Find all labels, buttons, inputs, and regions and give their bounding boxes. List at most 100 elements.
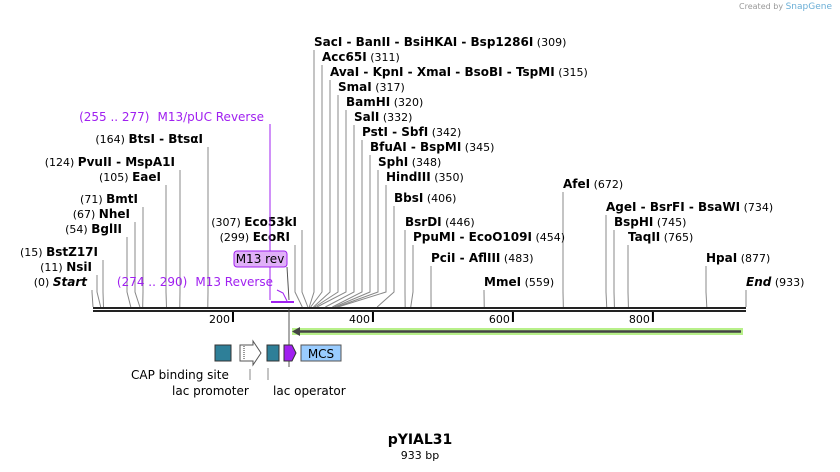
enzyme-label[interactable]: TaqII (765) <box>628 230 693 244</box>
enzyme-label[interactable]: BspHI (745) <box>614 215 686 229</box>
enzyme-label[interactable]: BsrDI (446) <box>405 215 475 229</box>
enzyme-label[interactable]: BfuAI - BspMI (345) <box>370 140 494 154</box>
cut-site-line <box>705 266 708 308</box>
orf-arrowhead-icon <box>292 327 300 336</box>
cut-position: (454) <box>535 231 565 244</box>
enzyme-label[interactable]: (67) NheI <box>73 207 130 221</box>
enzyme-label[interactable]: SphI (348) <box>378 155 441 169</box>
primer-name: M13/pUC Reverse <box>158 110 265 124</box>
cut-position: (765) <box>664 231 694 244</box>
primer-box-label: M13 rev <box>236 252 285 266</box>
enzyme-label[interactable]: (124) PvuII - MspA1I <box>45 155 175 169</box>
enzyme-name: MmeI <box>484 275 521 289</box>
cut-position: (672) <box>594 178 624 191</box>
primer-line <box>276 289 288 302</box>
enzyme-label[interactable]: BamHI (320) <box>346 95 423 109</box>
cut-position: (105) <box>99 171 129 184</box>
enzyme-name: HpaI <box>706 251 737 265</box>
enzyme-label[interactable]: (164) BtsI - BtsαI <box>95 132 203 146</box>
tick-label: 600 <box>489 313 510 326</box>
cut-site-line <box>605 215 608 308</box>
cut-site-line <box>325 125 355 308</box>
cut-position: (299) <box>220 231 250 244</box>
enzyme-label[interactable]: BbsI (406) <box>394 191 456 205</box>
enzyme-name: BfuAI - BspMI <box>370 140 461 154</box>
primer-label[interactable]: (274 .. 290) M13 Reverse <box>117 275 273 289</box>
cut-position: (15) <box>20 246 43 259</box>
mcs-label: MCS <box>308 347 334 361</box>
enzyme-label[interactable]: (11) NsiI <box>40 260 92 274</box>
enzyme-name: PciI - AflIII <box>431 251 500 265</box>
cut-site-line <box>308 50 315 308</box>
lac-operator-feature[interactable] <box>266 344 280 362</box>
cut-site-line <box>334 155 371 308</box>
enzyme-label[interactable]: HpaI (877) <box>706 251 770 265</box>
enzyme-name: BspHI <box>614 215 653 229</box>
enzyme-name: EcoRI <box>253 230 290 244</box>
cut-position: (71) <box>80 193 103 206</box>
primer-range: (274 .. 290) <box>117 275 187 289</box>
cut-site-line <box>91 290 94 308</box>
cut-site-line <box>313 80 331 308</box>
enzyme-label[interactable]: SalI (332) <box>354 110 412 124</box>
cut-position: (446) <box>445 216 475 229</box>
cut-site-line <box>126 237 132 308</box>
enzyme-label[interactable]: Acc65I (311) <box>322 50 400 64</box>
cut-position: (345) <box>465 141 495 154</box>
primer-feature-arrow[interactable] <box>283 344 297 362</box>
cut-site-line <box>316 110 347 308</box>
enzyme-name: EaeI <box>132 170 161 184</box>
enzyme-name: BamHI <box>346 95 390 109</box>
enzyme-label[interactable]: (54) BglII <box>65 222 122 236</box>
enzyme-label[interactable]: SacI - BanII - BsiHKAI - Bsp1286I (309) <box>314 35 566 49</box>
enzyme-name: Eco53kI <box>244 215 297 229</box>
enzyme-name: SalI <box>354 110 379 124</box>
cut-position: (332) <box>383 111 413 124</box>
primer-line <box>286 266 290 301</box>
enzyme-name: End <box>746 275 772 289</box>
enzyme-label[interactable]: SmaI (317) <box>338 80 405 94</box>
primer-label[interactable]: (255 .. 277) M13/pUC Reverse <box>79 110 264 124</box>
cut-position: (350) <box>434 171 464 184</box>
enzyme-name: TaqII <box>628 230 660 244</box>
enzyme-label[interactable]: End (933) <box>746 275 804 289</box>
enzyme-label[interactable]: (15) BstZ17I <box>20 245 98 259</box>
enzyme-name: BbsI <box>394 191 423 205</box>
primer-name: M13 Reverse <box>195 275 273 289</box>
enzyme-label[interactable]: (71) BmtI <box>80 192 138 206</box>
enzyme-name: SmaI <box>338 80 372 94</box>
enzyme-label[interactable]: MmeI (559) <box>484 275 554 289</box>
enzyme-name: PpuMI - EcoO109I <box>413 230 532 244</box>
plasmid-length: 933 bp <box>400 449 440 462</box>
enzyme-label[interactable]: (0) Start <box>34 275 88 289</box>
enzyme-label[interactable]: PstI - SbfI (342) <box>362 125 461 139</box>
cut-site-line <box>301 230 309 308</box>
credit: Created by SnapGene <box>739 2 832 12</box>
cut-position: (54) <box>65 223 88 236</box>
enzyme-label[interactable]: HindIII (350) <box>386 170 464 184</box>
cut-position: (342) <box>432 126 462 139</box>
cut-position: (877) <box>741 252 771 265</box>
cut-site-line <box>314 95 339 308</box>
enzyme-name: PvuII - MspA1I <box>78 155 175 169</box>
enzyme-label[interactable]: PpuMI - EcoO109I (454) <box>413 230 565 244</box>
m13-rev-primer-box[interactable] <box>233 250 288 268</box>
cut-position: (933) <box>775 276 805 289</box>
cap-binding-site-feature[interactable] <box>214 344 232 362</box>
cut-position: (67) <box>73 208 96 221</box>
enzyme-label[interactable]: PciI - AflIII (483) <box>431 251 534 265</box>
promoter-label: lac promoter <box>172 384 249 398</box>
enzyme-label[interactable]: AgeI - BsrFI - BsaWI (734) <box>606 200 773 214</box>
mcs-feature[interactable] <box>300 344 342 362</box>
cut-position: (348) <box>412 156 442 169</box>
enzyme-label[interactable]: (307) Eco53kI <box>211 215 297 229</box>
enzyme-name: SphI <box>378 155 408 169</box>
enzyme-label[interactable]: (105) EaeI <box>99 170 161 184</box>
enzyme-label[interactable]: (299) EcoRI <box>220 230 290 244</box>
enzyme-label[interactable]: AvaI - KpnI - XmaI - BsoBI - TspMI (315) <box>330 65 588 79</box>
enzyme-label[interactable]: AfeI (672) <box>563 177 623 191</box>
lac-promoter-feature[interactable] <box>239 339 262 367</box>
enzyme-name: SacI - BanII - BsiHKAI - Bsp1286I <box>314 35 533 49</box>
enzyme-name: NsiI <box>66 260 92 274</box>
